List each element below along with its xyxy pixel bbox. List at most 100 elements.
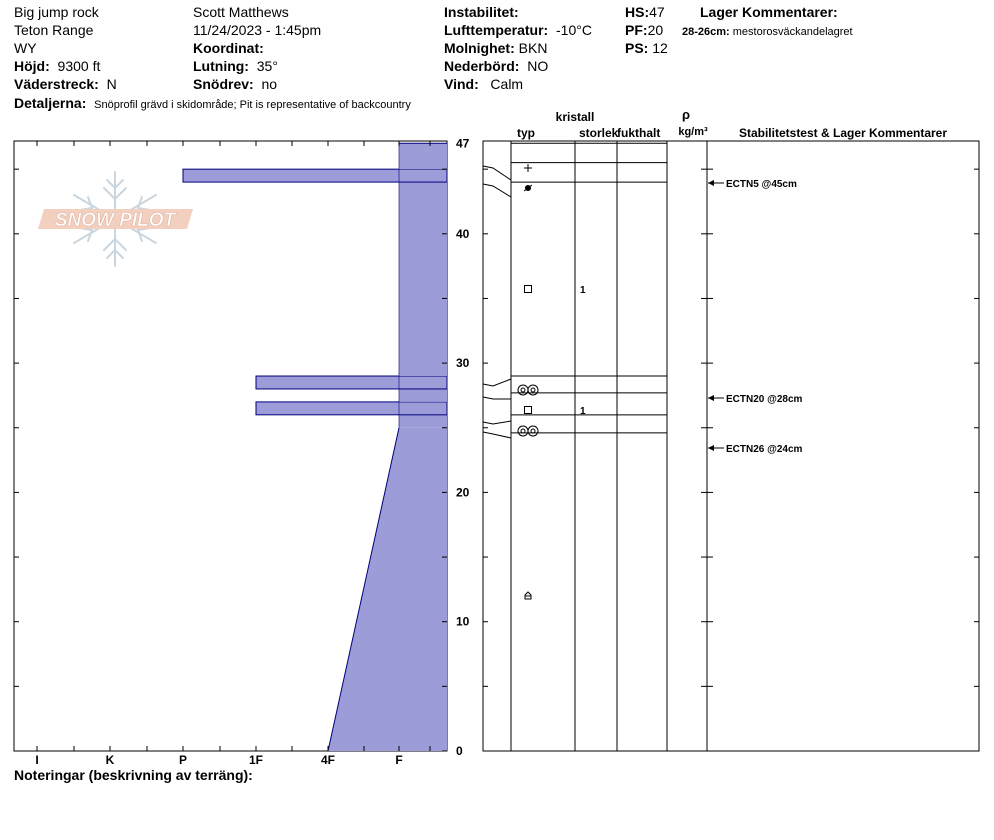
layer-comments-heading: Lager Kommentarer: [700, 4, 838, 20]
ps-value: 12 [652, 40, 668, 56]
hardness-bar-outline [255, 401, 448, 416]
stability-label: Instabilitet: [444, 4, 519, 20]
size-header: storlek [579, 126, 619, 140]
crystal-header: kristall [556, 110, 595, 124]
stability-test-label: ECTN5 @45cm [726, 179, 797, 190]
density-unit-header: kg/m³ [678, 126, 708, 138]
layer-comment-text: mestorosväckandelagret [732, 26, 853, 38]
coordinates-label: Koordinat: [193, 40, 264, 56]
hardness-bar [399, 414, 447, 428]
precip-value: NO [527, 58, 549, 74]
location-name: Big jump rock [14, 4, 99, 20]
height-axis-label: 20 [456, 485, 470, 499]
elevation-value: 9300 ft [57, 58, 101, 74]
state: WY [14, 40, 37, 56]
hardness-bar [256, 376, 447, 389]
layer-connector [482, 378, 512, 387]
mountain-range: Teton Range [14, 22, 94, 38]
melt-forms-icon [517, 384, 539, 396]
moisture-header: fukthalt [617, 126, 660, 140]
hardness-wedge-edge [327, 427, 400, 752]
air-temp-row: Lufttemperatur: -10°C [444, 22, 592, 38]
aspect-value: N [106, 76, 117, 92]
hardness-bar [183, 169, 447, 183]
logo-text: SNOW PILOT [55, 210, 177, 231]
arrow-left-icon [708, 445, 714, 451]
hs-value: 47 [649, 4, 665, 20]
type-header: typ [517, 126, 535, 140]
wind-loading-row: Snödrev: no [193, 76, 277, 92]
stability-test-marker: ECTN20 @28cm [708, 394, 803, 405]
air-temp-label: Lufttemperatur: [444, 22, 549, 38]
slope-row: Lutning: 35° [193, 58, 278, 74]
precip-label: Nederbörd: [444, 58, 520, 74]
decomposing-particles-icon [523, 184, 533, 192]
aspect-label: Väderstreck: [14, 76, 99, 92]
sky-value: BKN [518, 40, 548, 56]
melt-forms-icon [517, 425, 539, 437]
notes-label: Noteringar (beskrivning av terräng): [14, 767, 253, 783]
wind-value: Calm [490, 76, 524, 92]
hs-label: HS: [625, 4, 650, 20]
hardness-axis-label: P [179, 753, 187, 767]
hardness-bar-outline [182, 168, 448, 183]
height-axis-label: 40 [456, 227, 470, 241]
height-axis-label: 30 [456, 356, 470, 370]
coordinates-row: Koordinat: [193, 40, 264, 56]
aspect-row: Väderstreck: N [14, 76, 117, 92]
ps-label: PS: [625, 40, 649, 56]
stability-header: Stabilitetstest & Lager Kommentarer [739, 126, 947, 140]
hardness-bar-outline [255, 375, 448, 390]
layer-connector [482, 396, 511, 400]
grain-size-label: 1 [580, 285, 586, 296]
elevation-row: Höjd: 9300 ft [14, 58, 100, 74]
height-axis-label: 0 [456, 744, 463, 758]
hardness-bar [399, 388, 447, 402]
hardness-axis-label: K [106, 753, 115, 767]
layer-connector [482, 431, 512, 439]
hardness-bar [256, 401, 447, 415]
hs-row: HS:47 [625, 4, 665, 20]
details-row: Detaljerna: Snöprofil grävd i skidområde… [14, 95, 411, 113]
layer-connector [482, 183, 512, 198]
pf-row: PF:20 [625, 22, 663, 38]
layer-comment: 28-26cm: mestorosväckandelagret [682, 24, 853, 40]
stability-test-label: ECTN26 @24cm [726, 444, 803, 455]
wind-label: Vind: [444, 76, 479, 92]
snowpilot-logo: SNOW PILOT [38, 171, 193, 267]
height-axis-label: 47 [456, 136, 470, 150]
wind-loading-value: no [261, 76, 278, 92]
details-text: Snöprofil grävd i skidområde; Pit is rep… [94, 99, 411, 111]
air-temp-value: -10°C [556, 22, 592, 38]
observation-datetime: 11/24/2023 - 1:45pm [193, 22, 322, 38]
rho-header: ρ [682, 107, 690, 122]
slope-label: Lutning: [193, 58, 249, 74]
stability-test-marker: ECTN5 @45cm [708, 179, 797, 190]
wind-loading-label: Snödrev: [193, 76, 254, 92]
stability-test-marker: ECTN26 @24cm [708, 444, 803, 455]
layer-chart-frame [482, 140, 980, 752]
ps-row: PS: 12 [625, 40, 668, 56]
hardness-axis-label: 1F [249, 753, 263, 767]
grain-size-label: 1 [580, 406, 586, 417]
layer-comment-depth: 28-26cm: [682, 26, 730, 38]
sky-row: Molnighet: BKN [444, 40, 547, 56]
precip-row: Nederbörd: NO [444, 58, 548, 74]
hardness-bar [399, 182, 447, 377]
hardness-wedge [328, 427, 447, 751]
observer-name: Scott Matthews [193, 4, 289, 20]
elevation-label: Höjd: [14, 58, 50, 74]
logo-banner [38, 209, 193, 229]
precipitation-particles-icon [524, 164, 532, 172]
faceted-crystals-icon [524, 406, 532, 414]
layer-connector [482, 420, 512, 425]
layer-connector [482, 165, 512, 181]
hardness-bar [399, 143, 447, 170]
sky-label: Molnighet: [444, 40, 515, 56]
hardness-axis-label: F [395, 753, 402, 767]
stability-test-label: ECTN20 @28cm [726, 394, 803, 405]
pf-label: PF: [625, 22, 648, 38]
faceted-crystals-icon [524, 285, 532, 293]
arrow-left-icon [708, 180, 714, 186]
